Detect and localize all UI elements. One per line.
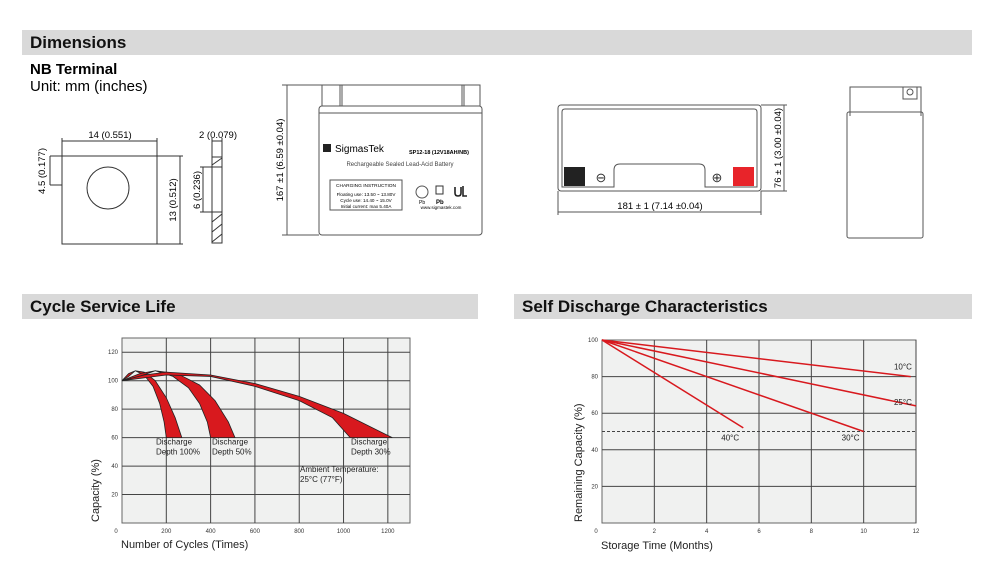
x-tick-label: 12 [913, 529, 920, 535]
section-header-self-discharge: Self Discharge Characteristics [514, 294, 972, 319]
terminal-height-dim: 13 (0.512) [168, 178, 179, 221]
dimension-drawings: 14 (0.551) 4.5 (0.177) 13 (0.512) 2 (0.0… [37, 84, 924, 245]
x-tick-label: 400 [206, 529, 217, 535]
positive-terminal [733, 167, 754, 186]
positive-symbol-icon: ⊕ [712, 170, 723, 185]
series-line-1 [601, 339, 911, 378]
cycle-band-1 [121, 370, 183, 439]
charging-line: Floating use: 13.50 ~ 13.80V [337, 192, 397, 197]
y-tick-label: 100 [108, 379, 119, 385]
series-label: Depth 30% [351, 448, 391, 457]
battery-front-view [282, 84, 483, 236]
y-tick-label: 60 [111, 436, 118, 442]
series-line-3 [601, 339, 864, 433]
cycle-y-axis-label: Capacity (%) [90, 459, 102, 522]
x-tick-label: 0 [114, 529, 118, 535]
battery-height-dim: 167 ±1 (6.59 ±0.04) [275, 119, 286, 202]
x-tick-label: 8 [810, 529, 814, 535]
charging-title: CHARGING INSTRUCTION [336, 183, 396, 189]
bin-icon [435, 185, 444, 195]
battery-width-dim: 76 ± 1 (3.00 ±0.04) [773, 108, 784, 188]
terminal-title: NB Terminal [30, 61, 118, 78]
terminal-width-dim: 14 (0.551) [88, 130, 131, 141]
series-label: 40°C [721, 434, 739, 443]
cycle-x-axis-label: Number of Cycles (Times) [121, 539, 249, 551]
terminal-offset-dim: 4.5 (0.177) [37, 148, 48, 194]
battery-top-view [557, 104, 787, 215]
pb-label: Pb [436, 200, 444, 206]
series-label: Discharge [351, 438, 388, 447]
section-header-cycle-life: Cycle Service Life [22, 294, 478, 319]
terminal-side-view [200, 138, 223, 244]
cycle-band-3 [121, 371, 393, 439]
terminal-hole-dim: 6 (0.236) [192, 171, 203, 209]
series-line-2 [601, 339, 917, 407]
y-tick-label: 80 [591, 375, 598, 381]
negative-symbol-icon: ⊖ [596, 170, 607, 185]
x-tick-label: 4 [705, 529, 709, 535]
series-label: Discharge [156, 438, 193, 447]
y-tick-label: 60 [591, 411, 598, 417]
series-label: 25°C [894, 398, 912, 407]
annotation: Ambient Temperature: [300, 465, 379, 474]
series-label: 30°C [842, 434, 860, 443]
series-label: Depth 50% [212, 448, 252, 457]
battery-length-dim: 181 ± 1 (7.14 ±0.04) [617, 201, 702, 212]
y-tick-label: 40 [591, 448, 598, 454]
charging-line: Cycle use: 14.40 ~ 15.0V [340, 198, 392, 203]
series-label: Discharge [212, 438, 249, 447]
negative-terminal [564, 167, 585, 186]
battery-brand: SigmasTek [335, 144, 385, 155]
sd-x-axis-label: Storage Time (Months) [601, 540, 713, 552]
y-tick-label: 100 [588, 338, 599, 344]
terminal-front-view [49, 138, 183, 245]
x-tick-label: 1000 [337, 529, 351, 535]
x-tick-label: 800 [294, 529, 305, 535]
charging-line: Initial current: max 5.40A [341, 204, 393, 209]
website: www.sigmastek.com [421, 205, 462, 210]
x-tick-label: 1200 [381, 529, 395, 535]
brand-logo-icon [323, 144, 331, 152]
pb-label: Pb [419, 200, 425, 206]
section-header-dimensions: Dimensions [22, 30, 972, 55]
x-tick-label: 2 [653, 529, 657, 535]
series-line-4 [601, 339, 744, 429]
x-tick-label: 600 [250, 529, 261, 535]
sd-y-axis-label: Remaining Capacity (%) [573, 403, 585, 522]
y-tick-label: 80 [111, 407, 118, 413]
self-discharge-chart: 0 2 4 6 8 10 12 20 40 60 80 100 10°C 25°C 30°C 40°C [588, 338, 920, 535]
cycle-life-chart: 0 200 400 600 800 1000 1200 20 40 60 80 100 120 Disch… [108, 337, 411, 535]
battery-side-view [846, 86, 924, 239]
battery-model: SP12-18 (12V18AH/NB) [409, 150, 469, 156]
y-tick-label: 20 [591, 484, 598, 490]
y-tick-label: 40 [111, 464, 118, 470]
y-tick-label: 20 [111, 493, 118, 499]
y-tick-label: 120 [108, 350, 119, 356]
battery-subtitle: Rechargeable Sealed Lead-Acid Battery [346, 162, 453, 168]
series-label: 10°C [894, 362, 912, 371]
x-tick-label: 200 [161, 529, 172, 535]
x-tick-label: 0 [594, 529, 598, 535]
terminal-thickness-dim: 2 (0.079) [199, 130, 237, 141]
annotation: 25°C (77°F) [300, 475, 343, 484]
recycle-icon [415, 185, 429, 199]
ul-mark-icon [454, 186, 467, 197]
unit-label: Unit: mm (inches) [30, 78, 148, 95]
x-tick-label: 10 [860, 529, 867, 535]
series-label: Depth 100% [156, 448, 200, 457]
x-tick-label: 6 [757, 529, 761, 535]
